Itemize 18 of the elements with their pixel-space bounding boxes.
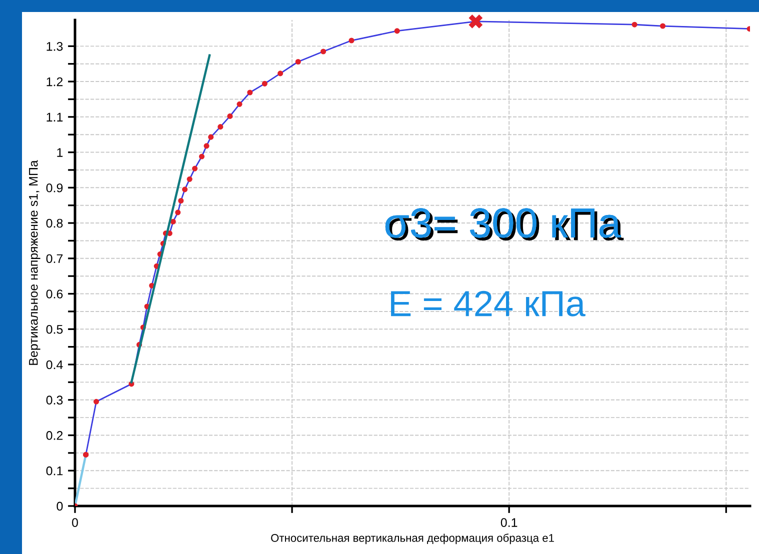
- y-tick-label: 1.3: [46, 42, 63, 51]
- y-tick-label: 0: [56, 502, 63, 511]
- y-tick-label: 1.1: [46, 112, 63, 122]
- y-tick-label: 0.2: [46, 431, 63, 440]
- y-tick-label: 0.3: [46, 396, 63, 405]
- y-tick-label: 0.7: [46, 254, 63, 264]
- y-tick-label: 1.2: [46, 77, 63, 86]
- x-axis-title: Относительная вертикальная деформация образца e1: [271, 534, 554, 544]
- annotation: σ3= 300 кПа: [385, 208, 624, 241]
- y-tick-label: 1: [57, 148, 63, 157]
- y-tick-label: 0.4: [46, 360, 63, 370]
- annotation: E = 424 кПа: [391, 290, 586, 316]
- y-tick-label: 0.8: [46, 218, 63, 228]
- y-tick-label: 0.6: [46, 290, 63, 298]
- y-tick-label: 0.5: [46, 324, 63, 334]
- y-tick-label: 0.1: [46, 466, 63, 476]
- y-axis-title: Вертикальное напряжение s1, МПа: [29, 160, 40, 365]
- y-tick-label: 0.9: [46, 183, 63, 192]
